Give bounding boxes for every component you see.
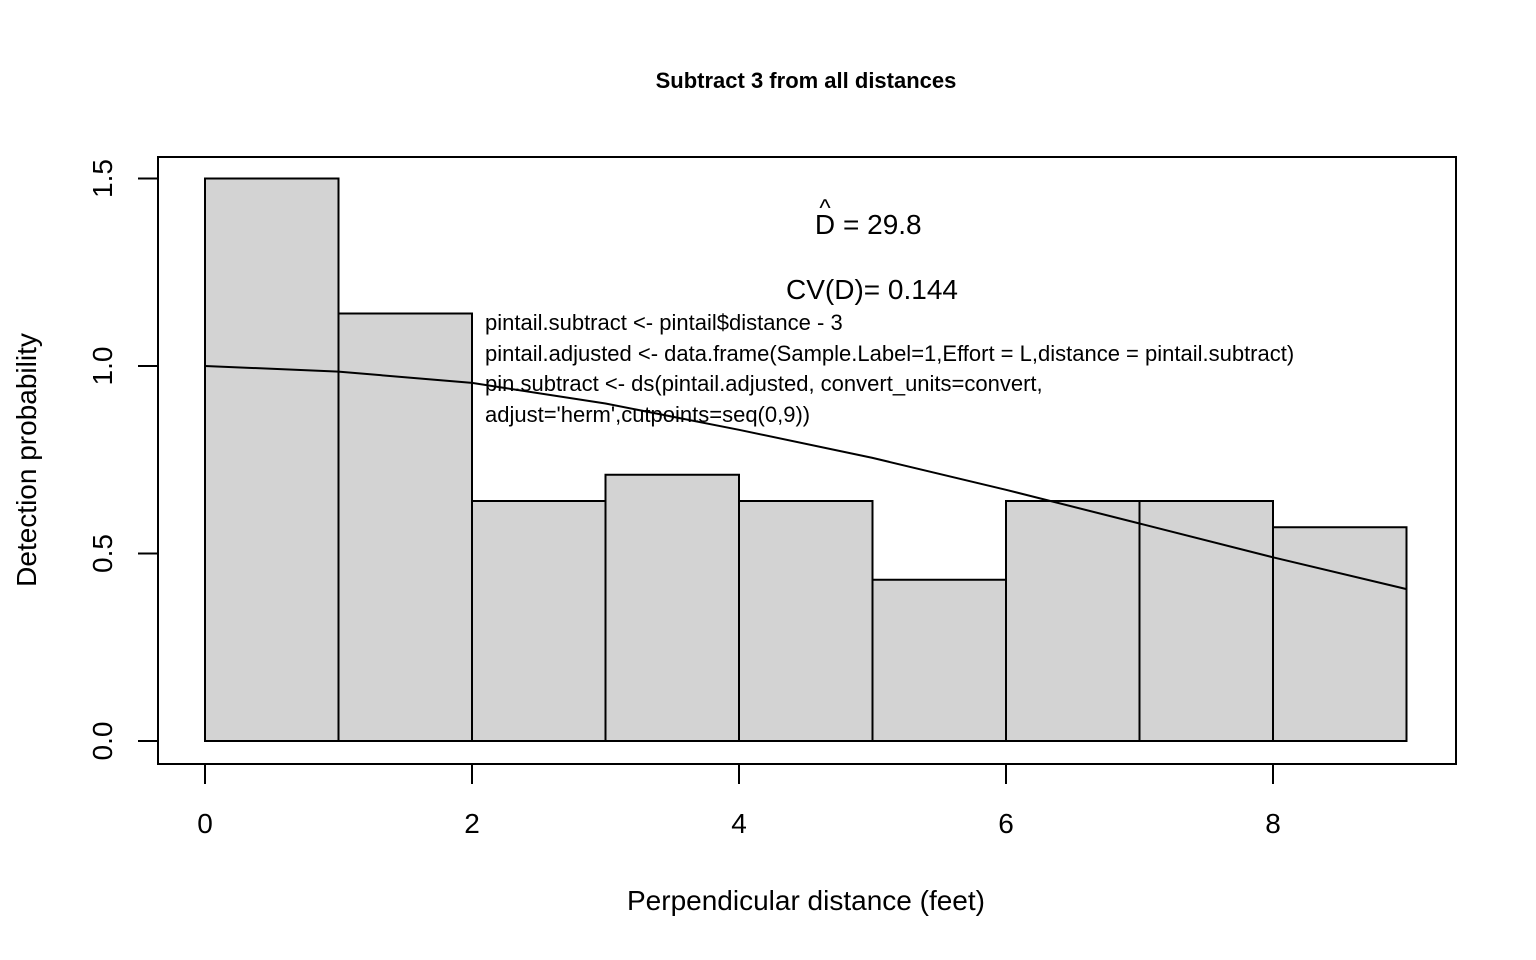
histogram-bar-2 (337, 312, 473, 742)
histogram-bar-4 (604, 473, 740, 742)
histogram-bar-3 (471, 500, 607, 742)
code-line: pin.subtract <- ds(pintail.adjusted, con… (485, 371, 1043, 396)
x-tick-label: 0 (197, 808, 213, 839)
code-line: pintail.adjusted <- data.frame(Sample.La… (485, 341, 1294, 366)
histogram-bar-5 (738, 500, 874, 742)
y-axis-label: Detection probability (11, 333, 42, 587)
x-axis-label: Perpendicular distance (feet) (627, 885, 985, 916)
code-line: adjust='herm',cutpoints=seq(0,9)) (485, 402, 810, 427)
histogram-bars (204, 177, 1408, 742)
detection-function-curve (204, 365, 1407, 591)
histogram-bar-7 (1005, 500, 1141, 742)
d-hat-value: = 29.8 (843, 209, 922, 240)
density-estimate-annotation: ^ D = 29.8 (815, 195, 922, 240)
histogram-bar-8 (1138, 500, 1274, 742)
y-axis: 0.0 0.5 1.0 1.5 (87, 159, 159, 761)
chart-title: Subtract 3 from all distances (656, 68, 957, 93)
histogram-bar-6 (871, 578, 1007, 742)
histogram-bar-9 (1272, 526, 1408, 742)
x-tick-label: 6 (998, 808, 1014, 839)
y-tick-label: 1.0 (87, 347, 118, 386)
cv-annotation: CV(D)= 0.144 (786, 274, 958, 305)
y-tick-label: 0.5 (87, 534, 118, 573)
d-hat-accent: ^ (819, 195, 831, 222)
x-axis: 0 2 4 6 8 (197, 763, 1281, 839)
code-line: pintail.subtract <- pintail$distance - 3 (485, 310, 843, 335)
x-tick-label: 2 (464, 808, 480, 839)
y-tick-label: 1.5 (87, 159, 118, 198)
code-annotation: pintail.subtract <- pintail$distance - 3… (485, 310, 1294, 427)
x-tick-label: 8 (1265, 808, 1281, 839)
d-hat-symbol: D (815, 209, 835, 240)
y-tick-label: 0.0 (87, 722, 118, 761)
x-tick-label: 4 (731, 808, 747, 839)
histogram-bar-1 (204, 177, 340, 742)
